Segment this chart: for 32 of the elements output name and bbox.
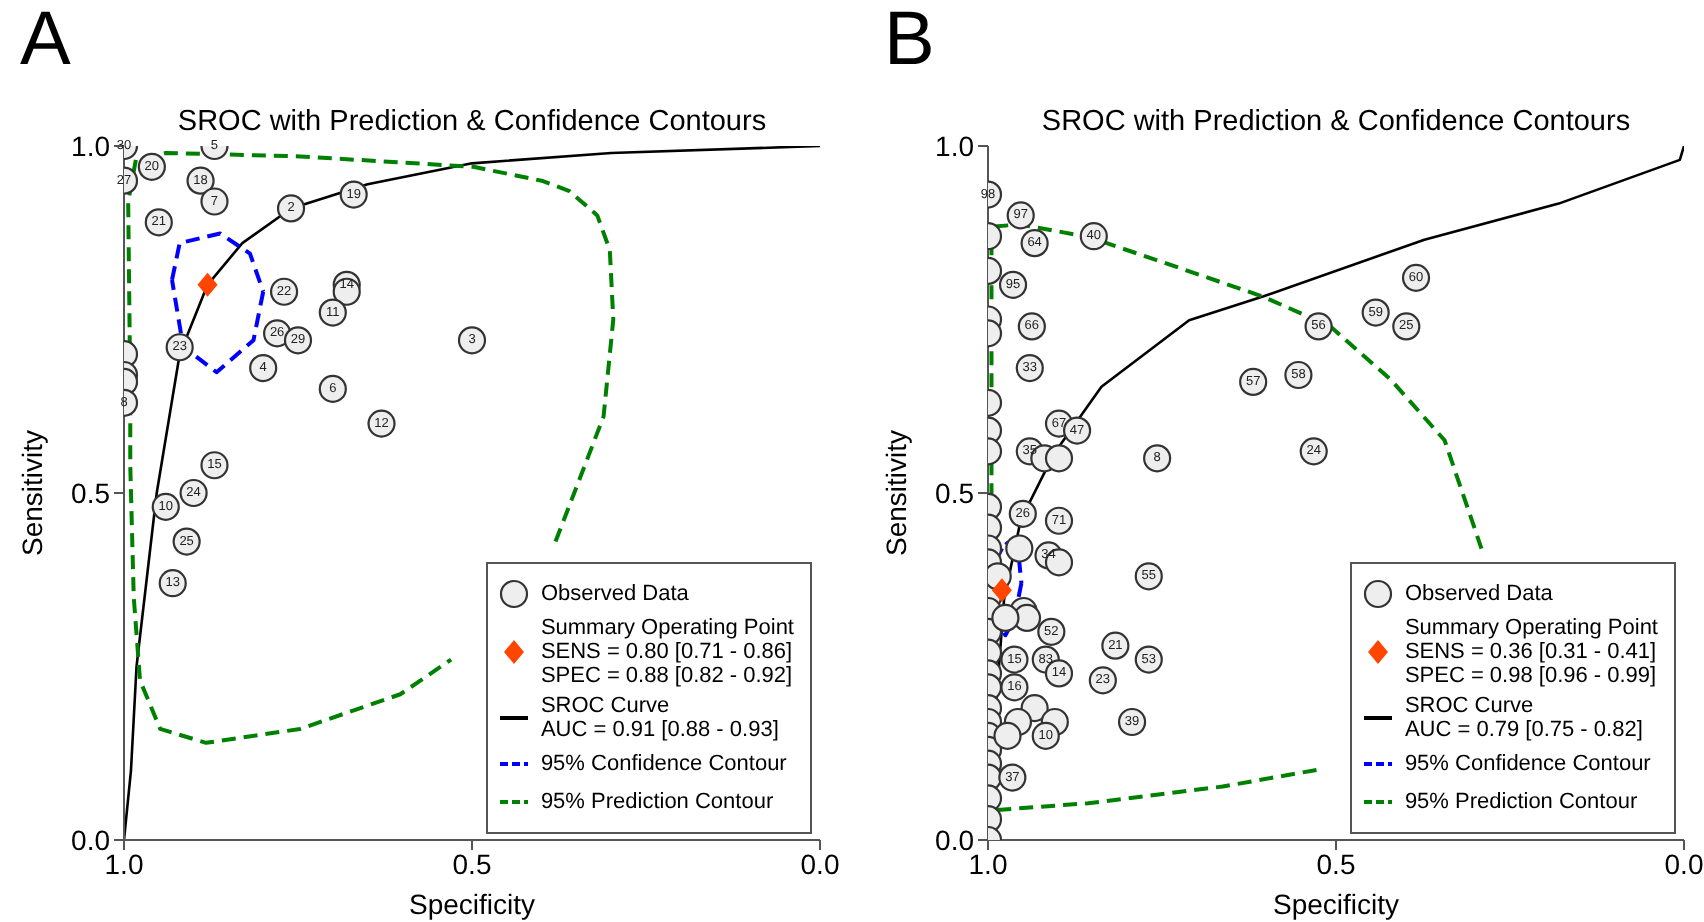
- point: [318, 374, 347, 403]
- text: A: [20, 0, 71, 84]
- y-tick-label: 1.0: [71, 129, 111, 162]
- legend-label: Observed Data: [540, 582, 689, 606]
- point: [249, 353, 278, 383]
- legend-label: 95% Prediction Contour: [1404, 790, 1638, 814]
- chart-title: SROC with Prediction & Confidence Contours: [177, 106, 767, 138]
- x-axis-title: Specificity: [408, 888, 536, 920]
- x-tick-label: 0.5: [1316, 847, 1356, 880]
- legend-label: 95% Confidence Contour: [1404, 752, 1651, 776]
- y-tick-label: 1.0: [935, 129, 975, 162]
- point: [197, 272, 218, 297]
- legend-label: SROC Curve AUC = 0.91 [0.88 - 0.93]: [540, 694, 779, 742]
- text: B: [884, 0, 935, 84]
- legend-label: 95% Confidence Contour: [540, 752, 787, 776]
- y-axis-title: Sensitivity: [15, 429, 48, 557]
- y-tick-label: 0.5: [71, 476, 111, 509]
- point: [276, 194, 306, 223]
- x-tick-label: 0.0: [800, 847, 840, 880]
- y-axis-title: Sensitivity: [879, 429, 912, 557]
- legend-label: 95% Prediction Contour: [540, 790, 774, 814]
- chart-title: SROC with Prediction & Confidence Contours: [1041, 106, 1631, 138]
- x-tick-label: 0.5: [452, 847, 492, 880]
- x-axis-title: Specificity: [1272, 888, 1400, 920]
- legend-label: Summary Operating Point SENS = 0.36 [0.31 - 0.41] SPEC = 0.98 [0.96 - 0.99]: [1404, 616, 1658, 688]
- point: [457, 326, 487, 355]
- legend-label: Observed Data: [1404, 582, 1553, 606]
- y-tick-label: 0.5: [935, 476, 975, 509]
- point: [200, 187, 229, 216]
- legend-label: Summary Operating Point SENS = 0.80 [0.71 - 0.86] SPEC = 0.88 [0.82 - 0.92]: [540, 616, 794, 688]
- legend-label: SROC Curve AUC = 0.79 [0.75 - 0.82]: [1404, 694, 1643, 742]
- x-tick-label: 0.0: [1664, 847, 1704, 880]
